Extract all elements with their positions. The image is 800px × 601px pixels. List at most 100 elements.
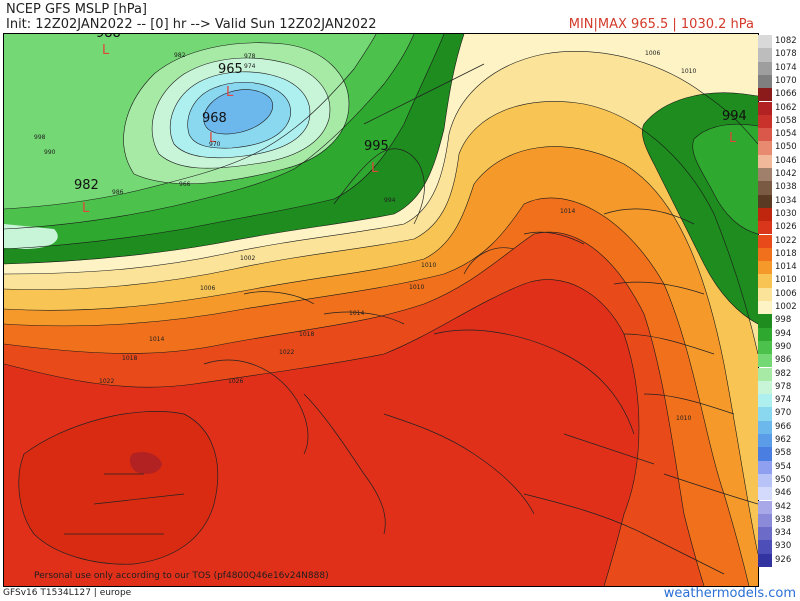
legend-row: 954	[758, 460, 800, 474]
legend-row: 930	[758, 540, 800, 554]
svg-text:1010: 1010	[421, 262, 436, 269]
legend-label: 950	[775, 474, 792, 485]
center-low-marker-965: L	[226, 85, 234, 100]
field-966	[203, 89, 273, 134]
legend-row: 970	[758, 407, 800, 421]
svg-text:970: 970	[209, 141, 221, 148]
legend-label: 1046	[775, 155, 797, 166]
legend-row: 1050	[758, 141, 800, 155]
legend-swatch	[758, 314, 772, 328]
legend-swatch	[758, 274, 772, 288]
legend-row: 978	[758, 380, 800, 395]
svg-text:1026: 1026	[228, 378, 243, 385]
legend-row: 1010	[758, 274, 800, 288]
legend-label: 1010	[775, 275, 797, 286]
legend-row: 982	[758, 367, 800, 381]
legend-label: 1050	[775, 142, 797, 153]
legend-row: 1018	[758, 247, 800, 262]
legend-swatch	[758, 221, 772, 235]
center-value-965: 965	[218, 62, 243, 77]
legend-swatch	[758, 473, 772, 488]
legend-swatch	[758, 340, 772, 355]
legend-swatch	[758, 407, 772, 421]
legend-swatch	[758, 141, 772, 155]
legend-label: 1030	[775, 208, 797, 219]
legend-swatch	[758, 48, 772, 62]
site-link[interactable]: weathermodels.com	[663, 586, 796, 601]
legend-row: 994	[758, 327, 800, 341]
legend-swatch	[758, 527, 772, 541]
legend-label: 1070	[775, 75, 797, 86]
legend-row: 1070	[758, 74, 800, 89]
legend-label: 1006	[775, 288, 797, 299]
legend-swatch	[758, 447, 772, 461]
svg-text:966: 966	[179, 181, 191, 188]
legend-label: 1018	[775, 248, 797, 259]
legend-swatch	[758, 327, 772, 341]
field-982-west	[4, 224, 58, 249]
legend-row: 966	[758, 420, 800, 434]
legend-label: 994	[775, 328, 792, 339]
legend-label: 1002	[775, 302, 797, 312]
legend-label: 1042	[775, 169, 797, 179]
svg-text:998: 998	[34, 134, 46, 141]
legend-label: 1066	[775, 89, 797, 100]
legend-label: 998	[775, 315, 792, 326]
legend-row: 942	[758, 500, 800, 514]
legend-swatch	[758, 154, 772, 168]
header-title: NCEP GFS MSLP [hPa]	[6, 2, 147, 17]
legend-label: 1074	[775, 62, 797, 73]
legend-label: 1014	[775, 262, 797, 273]
legend-label: 942	[775, 501, 792, 512]
svg-text:1006: 1006	[645, 50, 660, 57]
center-low-marker-995: L	[371, 161, 379, 176]
center-value-982: 982	[74, 178, 99, 193]
legend-row: 1042	[758, 168, 800, 182]
legend-row: 1030	[758, 207, 800, 222]
map-svg: 988 L 965 L 968 982 L 995 L 994 L L 982 …	[4, 34, 758, 586]
legend-swatch	[758, 114, 772, 129]
legend-label: 938	[775, 514, 792, 525]
pressure-map: 988 L 965 L 968 982 L 995 L 994 L L 982 …	[3, 33, 759, 587]
center-low-marker-994: L	[729, 131, 737, 146]
legend-row: 998	[758, 314, 800, 328]
legend-row: 974	[758, 394, 800, 408]
legend-label: 946	[775, 488, 792, 499]
svg-text:990: 990	[44, 149, 56, 156]
svg-text:1010: 1010	[676, 415, 691, 422]
legend-label: 1026	[775, 222, 797, 233]
legend-label: 954	[775, 461, 792, 472]
legend-swatch	[758, 61, 772, 75]
svg-text:1014: 1014	[149, 336, 164, 343]
legend-row: 962	[758, 434, 800, 448]
svg-text:986: 986	[112, 189, 124, 196]
legend-row: 1054	[758, 128, 800, 142]
legend-row: 938	[758, 513, 800, 528]
legend-label: 1058	[775, 115, 797, 126]
legend-swatch	[758, 247, 772, 262]
color-legend: 1082 1078 1074 1070 1066 1062 1058 1054 1050 1046…	[758, 35, 800, 567]
legend-row: 990	[758, 340, 800, 355]
legend-swatch	[758, 487, 772, 501]
isobar-lines	[4, 34, 758, 586]
isobar-labels: 982 978 974 970 966 986 990 994 998 1002…	[34, 50, 696, 422]
legend-row: 1006	[758, 287, 800, 301]
legend-label: 926	[775, 554, 792, 565]
legend-row: 1074	[758, 61, 800, 75]
legend-label: 1022	[775, 235, 797, 246]
legend-label: 970	[775, 408, 792, 419]
legend-swatch	[758, 35, 772, 49]
pressure-centers: 988 L 965 L 968 982 L 995 L 994 L L	[74, 34, 747, 216]
legend-label: 1078	[775, 49, 797, 60]
legend-label: 1034	[775, 195, 797, 206]
legend-label: 1038	[775, 182, 797, 193]
svg-text:1018: 1018	[299, 331, 314, 338]
svg-text:1006: 1006	[200, 285, 215, 292]
legend-label: 986	[775, 355, 792, 366]
svg-text:1010: 1010	[681, 68, 696, 75]
legend-row: 1038	[758, 181, 800, 195]
legend-row: 1002	[758, 301, 800, 315]
center-low-marker-982: L	[82, 201, 90, 216]
legend-label: 934	[775, 528, 792, 539]
legend-swatch	[758, 181, 772, 195]
